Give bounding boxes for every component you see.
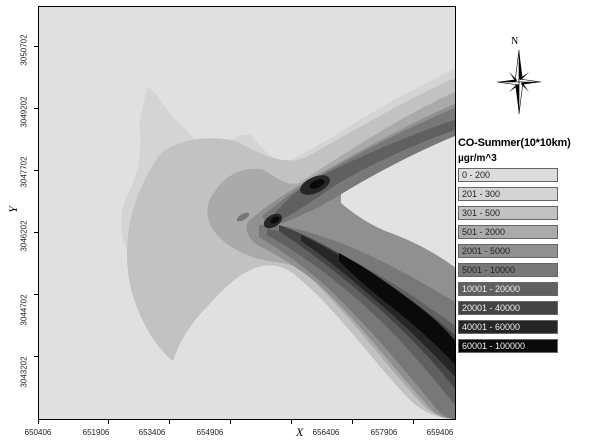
- legend-item: 301 - 500: [458, 206, 606, 222]
- legend-item: 20001 - 40000: [458, 301, 606, 317]
- x-tick-label: 651906: [82, 428, 110, 437]
- legend-swatch: [458, 244, 558, 258]
- legend-items: 0 - 200 201 - 300 301 - 500 501 - 2000 2001 …: [458, 168, 606, 355]
- legend-swatch: [458, 320, 558, 334]
- legend-item-label: 5001 - 10000: [462, 265, 516, 275]
- legend-item: 0 - 200: [458, 168, 606, 184]
- x-tick-label: 654906: [196, 428, 224, 437]
- y-tick-mark: [34, 170, 38, 171]
- x-tick-label: 657906: [370, 428, 398, 437]
- y-tick-label: 3044702: [19, 294, 29, 326]
- legend: CO-Summer(10*10km) µgr/m^3 0 - 200 201 - …: [458, 137, 606, 358]
- zone-40001-60000: [301, 235, 455, 377]
- hotspot-upper-core: [309, 179, 325, 189]
- legend-swatch: [458, 301, 558, 315]
- y-tick-mark: [34, 356, 38, 357]
- legend-item: 10001 - 20000: [458, 282, 606, 298]
- y-tick-mark: [34, 294, 38, 295]
- x-tick-mark: [38, 420, 39, 424]
- legend-swatch: [458, 187, 558, 201]
- y-tick-label: 3049202: [19, 96, 29, 128]
- legend-item: 501 - 2000: [458, 225, 606, 241]
- x-tick-label: 656406: [312, 428, 340, 437]
- legend-swatch: [458, 206, 558, 220]
- legend-title: CO-Summer(10*10km): [458, 137, 571, 149]
- legend-item: 5001 - 10000: [458, 263, 606, 279]
- x-tick-mark: [352, 420, 353, 424]
- legend-item: 2001 - 5000: [458, 244, 606, 260]
- y-tick-label: 3043202: [19, 356, 29, 388]
- north-label: N: [511, 36, 519, 47]
- north-arrow-icon: [496, 49, 542, 115]
- legend-item-label: 40001 - 60000: [462, 322, 521, 332]
- island-spot: [236, 212, 250, 222]
- x-tick-mark: [230, 420, 231, 424]
- legend-swatch: [458, 168, 558, 182]
- concentration-contours: [39, 7, 455, 419]
- x-axis-label: X: [296, 425, 304, 439]
- zone-60001-100000-lower: [339, 253, 455, 365]
- legend-swatch: [458, 282, 558, 296]
- y-tick-label: 3046202: [19, 220, 29, 252]
- contour-map: [38, 6, 456, 420]
- legend-item: 60001 - 100000: [458, 339, 606, 355]
- legend-swatch: [458, 263, 558, 277]
- x-tick-mark: [413, 420, 414, 424]
- hotspot-source-core: [270, 216, 280, 224]
- y-tick-mark: [34, 108, 38, 109]
- y-tick-mark: [34, 232, 38, 233]
- zone-5001-10000-lower: [259, 224, 455, 419]
- x-tick-label: 650406: [24, 428, 52, 437]
- legend-unit: µgr/m^3: [458, 153, 497, 164]
- legend-item: 201 - 300: [458, 187, 606, 203]
- legend-item-label: 0 - 200: [462, 170, 491, 180]
- legend-item: 40001 - 60000: [458, 320, 606, 336]
- x-tick-mark: [108, 420, 109, 424]
- legend-item-label: 301 - 500: [462, 208, 501, 218]
- legend-item-label: 10001 - 20000: [462, 284, 521, 294]
- x-tick-mark: [169, 420, 170, 424]
- x-tick-label: 653406: [138, 428, 166, 437]
- y-tick-label: 3050702: [19, 34, 29, 66]
- zone-clean-wedge: [341, 135, 455, 268]
- legend-swatch: [458, 225, 558, 239]
- zone-20001-40000: [279, 225, 455, 389]
- y-axis-label: Y: [5, 206, 20, 213]
- legend-item-label: 60001 - 100000: [462, 341, 526, 351]
- legend-item-label: 201 - 300: [462, 189, 501, 199]
- legend-item-label: 2001 - 5000: [462, 246, 511, 256]
- y-tick-mark: [34, 46, 38, 47]
- x-tick-label: 659406: [426, 428, 454, 437]
- zone-10001-20000-upper: [275, 119, 455, 219]
- legend-item-label: 501 - 2000: [462, 227, 506, 237]
- legend-swatch: [458, 339, 558, 353]
- x-tick-mark: [291, 420, 292, 424]
- y-tick-label: 3047702: [19, 156, 29, 188]
- legend-item-label: 20001 - 40000: [462, 303, 521, 313]
